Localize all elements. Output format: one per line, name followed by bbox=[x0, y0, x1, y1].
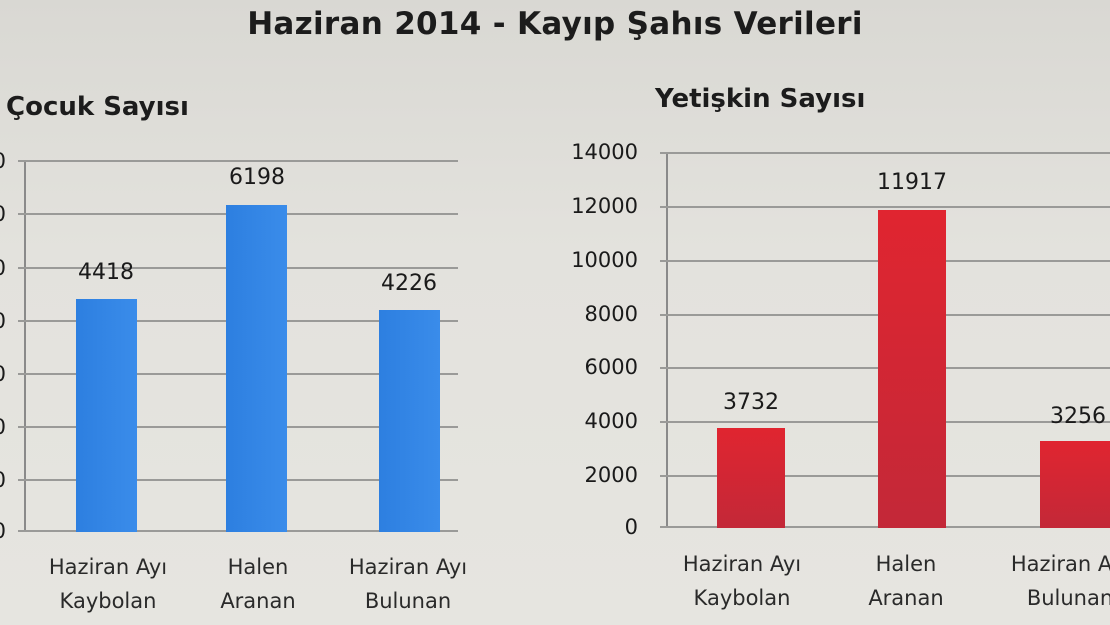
adult-bar-bulunan bbox=[1040, 441, 1110, 528]
adult-ytick: 2000 bbox=[584, 463, 638, 487]
child-chart-title: Çocuk Sayısı bbox=[6, 92, 189, 122]
child-ytick: 0 bbox=[0, 519, 6, 543]
adult-ytick: 4000 bbox=[584, 409, 638, 433]
child-ytick: 0 bbox=[0, 415, 6, 439]
adult-category-label: Haziran Ayı Bulunan bbox=[1010, 552, 1110, 610]
child-ytick: 0 bbox=[0, 362, 6, 386]
child-bar-kaybolan bbox=[76, 299, 137, 532]
adult-chart-title: Yetişkin Sayısı bbox=[655, 84, 866, 114]
adult-ytick: 0 bbox=[624, 515, 638, 539]
child-ytick: 0 bbox=[0, 256, 6, 280]
adult-category-label: Halen Aranan bbox=[868, 552, 944, 610]
adult-bar-kaybolan bbox=[717, 428, 785, 528]
adult-ytick: 6000 bbox=[584, 355, 638, 379]
child-value-label: 4226 bbox=[381, 271, 437, 296]
adult-value-label: 3256 bbox=[1050, 404, 1106, 429]
adult-value-label: 11917 bbox=[877, 170, 947, 195]
adult-ytick: 14000 bbox=[571, 140, 638, 164]
child-category-label: Halen Aranan bbox=[220, 555, 296, 613]
adult-bar-aranan bbox=[878, 210, 946, 528]
child-ytick: 0 bbox=[0, 149, 6, 173]
adult-ytick: 10000 bbox=[571, 248, 638, 272]
adult-value-label: 3732 bbox=[723, 390, 779, 415]
child-ytick: 0 bbox=[0, 202, 6, 226]
child-ytick: 0 bbox=[0, 309, 6, 333]
child-bar-bulunan bbox=[379, 310, 440, 532]
adult-category-label: Haziran Ayı Kaybolan bbox=[682, 552, 802, 610]
child-value-label: 6198 bbox=[229, 165, 285, 190]
child-ytick: 0 bbox=[0, 468, 6, 492]
gridline bbox=[18, 160, 458, 162]
page-title: Haziran 2014 - Kayıp Şahıs Verileri bbox=[247, 6, 863, 42]
adult-ytick: 12000 bbox=[571, 194, 638, 218]
child-category-label: Haziran Ayı Bulunan bbox=[348, 555, 468, 613]
child-chart-plot-area: 4418 6198 4226 bbox=[18, 160, 458, 532]
adult-chart-plot-area: 3732 11917 3256 bbox=[660, 152, 1110, 528]
adult-ytick: 8000 bbox=[584, 302, 638, 326]
gridline bbox=[660, 206, 1110, 208]
child-value-label: 4418 bbox=[78, 260, 134, 285]
child-category-label: Haziran Ayı Kaybolan bbox=[48, 555, 168, 613]
child-bar-aranan bbox=[226, 205, 287, 532]
gridline bbox=[660, 152, 1110, 154]
